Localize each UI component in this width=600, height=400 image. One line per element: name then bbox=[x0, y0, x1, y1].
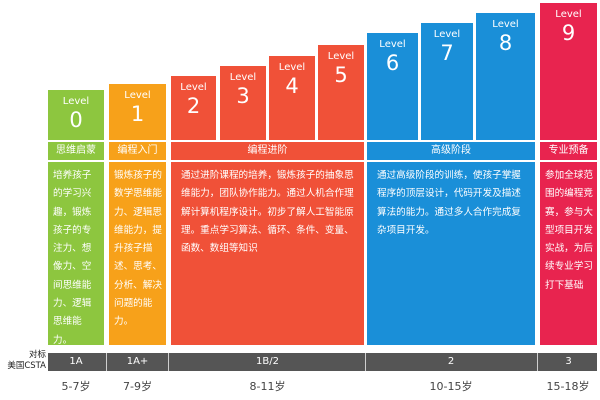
csta-label-line1: 对标 bbox=[28, 350, 46, 360]
level-3-number: 3 bbox=[236, 84, 250, 108]
csta-value-2: 1B/2 bbox=[256, 356, 279, 367]
level-5-word: Level bbox=[327, 51, 355, 62]
stage-2-description: 通过进阶课程的培养，锻炼孩子的抽象思维能力，团队协作能力。通过人机合作理解计算机… bbox=[171, 162, 364, 345]
level-5-number: 5 bbox=[334, 63, 348, 87]
age-range-4: 15-18岁 bbox=[546, 380, 590, 393]
level-7-word: Level bbox=[433, 29, 461, 40]
age-range-3: 10-15岁 bbox=[429, 380, 473, 393]
level-5-box: Level 5 bbox=[318, 45, 364, 140]
age-range-0: 5-7岁 bbox=[61, 380, 91, 393]
csta-divider bbox=[168, 353, 169, 371]
level-2-word: Level bbox=[180, 82, 207, 93]
level-8-box: Level 8 bbox=[476, 13, 535, 140]
level-9-word: Level bbox=[555, 9, 582, 20]
level-0-number: 0 bbox=[69, 108, 83, 132]
csta-label: 对标 美国CSTA bbox=[2, 350, 46, 374]
level-2-box: Level 2 bbox=[171, 76, 216, 140]
stage-3-description: 通过高级阶段的训练，使孩子掌握程序的顶层设计，代码开发及描述算法的能力。通过多人… bbox=[367, 162, 535, 345]
level-1-word: Level bbox=[124, 90, 151, 101]
level-2-number: 2 bbox=[186, 94, 201, 118]
level-6-word: Level bbox=[379, 39, 406, 50]
level-3-box: Level 3 bbox=[220, 66, 266, 140]
level-6-number: 6 bbox=[385, 51, 400, 75]
stage-3-title: 高级阶段 bbox=[367, 142, 535, 160]
level-7-box: Level 7 bbox=[421, 23, 473, 140]
csta-value-3: 2 bbox=[447, 356, 455, 367]
csta-value-4: 3 bbox=[565, 356, 572, 367]
age-range-2: 8-11岁 bbox=[249, 380, 286, 393]
level-9-box: Level 9 bbox=[540, 3, 597, 140]
level-3-word: Level bbox=[229, 72, 257, 83]
csta-label-line2: 美国CSTA bbox=[7, 361, 46, 371]
level-0-word: Level bbox=[62, 96, 90, 107]
csta-bar: 1A 1A+ 1B/2 2 3 bbox=[48, 353, 597, 371]
stage-2-title: 编程进阶 bbox=[171, 142, 364, 160]
stage-0-title: 思维启蒙 bbox=[48, 142, 104, 160]
level-8-number: 8 bbox=[498, 31, 513, 55]
level-8-word: Level bbox=[492, 19, 519, 30]
stage-4-title: 专业预备 bbox=[540, 142, 597, 160]
level-1-box: Level 1 bbox=[109, 84, 166, 140]
csta-divider bbox=[365, 353, 366, 371]
level-0-box: Level 0 bbox=[48, 90, 104, 140]
stage-1-description: 锻炼孩子的数学思维能力、逻辑思维能力，提升孩子描述、思考、分析、解决问题的能力。 bbox=[109, 162, 166, 345]
csta-value-1: 1A+ bbox=[126, 356, 149, 367]
level-6-box: Level 6 bbox=[367, 33, 418, 140]
csta-divider bbox=[106, 353, 107, 371]
level-4-word: Level bbox=[278, 62, 306, 73]
age-range-1: 7-9岁 bbox=[123, 380, 152, 393]
level-9-number: 9 bbox=[561, 21, 576, 45]
stage-0-description: 培养孩子的学习兴趣，锻炼孩子的专注力、想像力、空间思维能力、逻辑思维能力。 bbox=[48, 162, 104, 345]
csta-divider bbox=[537, 353, 538, 371]
level-7-number: 7 bbox=[440, 41, 454, 65]
level-1-number: 1 bbox=[130, 102, 145, 126]
csta-value-0: 1A bbox=[69, 356, 83, 367]
level-4-number: 4 bbox=[285, 74, 299, 98]
stage-1-title: 编程入门 bbox=[109, 142, 166, 160]
stage-4-description: 参加全球范围的编程竞赛，参与大型项目开发实战，为后续专业学习打下基础 bbox=[540, 162, 597, 345]
level-4-box: Level 4 bbox=[269, 56, 315, 140]
